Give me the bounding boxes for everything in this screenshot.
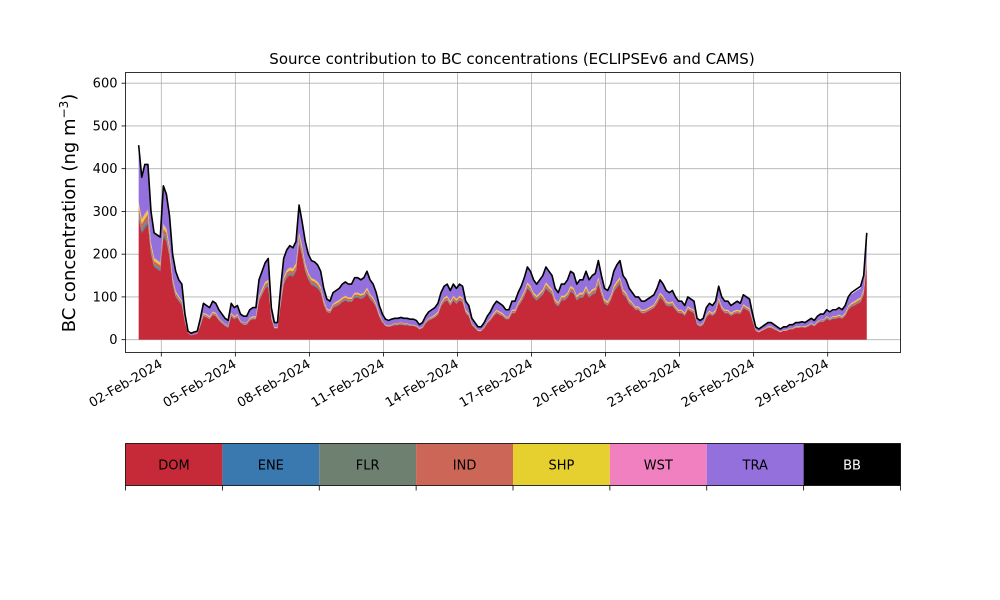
legend-swatch-ind	[416, 443, 513, 486]
legend-swatch-bb	[803, 443, 901, 486]
y-tick-label: 0	[109, 333, 117, 348]
legend-label-ene: ENE	[258, 459, 284, 474]
x-tick-label: 26-Feb-2024	[679, 357, 758, 411]
legend-label-ind: IND	[453, 459, 477, 474]
stacked-areas	[138, 145, 867, 340]
legend: DOM ENE FLR IND SHP WST TRA BB	[125, 443, 901, 491]
legend-label-tra: TRA	[742, 459, 768, 474]
x-tick-label: 02-Feb-2024	[87, 357, 166, 411]
y-tick-label: 500	[93, 119, 118, 134]
legend-label-dom: DOM	[158, 459, 189, 474]
x-axis: 02-Feb-202405-Feb-202408-Feb-202411-Feb-…	[87, 352, 832, 411]
legend-swatch-dom	[125, 443, 223, 486]
chart-title: Source contribution to BC concentrations…	[269, 50, 754, 68]
y-axis-label-main: BC concentration (ng m	[59, 118, 80, 332]
x-tick-label: 17-Feb-2024	[457, 357, 536, 411]
y-tick-label: 300	[93, 205, 118, 220]
total-line	[137, 145, 868, 335]
x-tick-label: 20-Feb-2024	[531, 357, 610, 411]
x-tick-label: 14-Feb-2024	[383, 357, 462, 411]
x-tick-label: 11-Feb-2024	[309, 357, 388, 411]
y-axis-label-close: )	[59, 94, 80, 101]
y-axis: 0 100 200 300 400 500 600	[93, 77, 126, 348]
legend-label-shp: SHP	[549, 459, 575, 474]
x-tick-label: 05-Feb-2024	[161, 357, 240, 411]
y-axis-label: BC concentration (ng m−3)	[57, 94, 80, 333]
legend-swatch-shp	[513, 443, 610, 486]
area-dom	[138, 217, 867, 340]
plot-frame	[125, 72, 901, 353]
y-tick-label: 600	[93, 77, 118, 92]
legend-swatch-tra	[706, 443, 804, 486]
legend-swatch-wst	[609, 443, 707, 486]
legend-swatch-flr	[319, 443, 417, 486]
x-tick-label: 23-Feb-2024	[605, 357, 684, 411]
y-tick-label: 400	[93, 162, 118, 177]
legend-label-bb: BB	[843, 459, 861, 474]
legend-swatch-ene	[222, 443, 320, 486]
legend-label-flr: FLR	[356, 459, 380, 474]
y-axis-label-superscript: −3	[57, 101, 71, 119]
legend-label-wst: WST	[644, 459, 673, 474]
x-tick-label: 08-Feb-2024	[235, 357, 314, 411]
y-tick-label: 100	[93, 290, 118, 305]
x-tick-label: 29-Feb-2024	[753, 357, 832, 411]
total-series-line	[137, 145, 868, 335]
y-tick-label: 200	[93, 248, 118, 263]
